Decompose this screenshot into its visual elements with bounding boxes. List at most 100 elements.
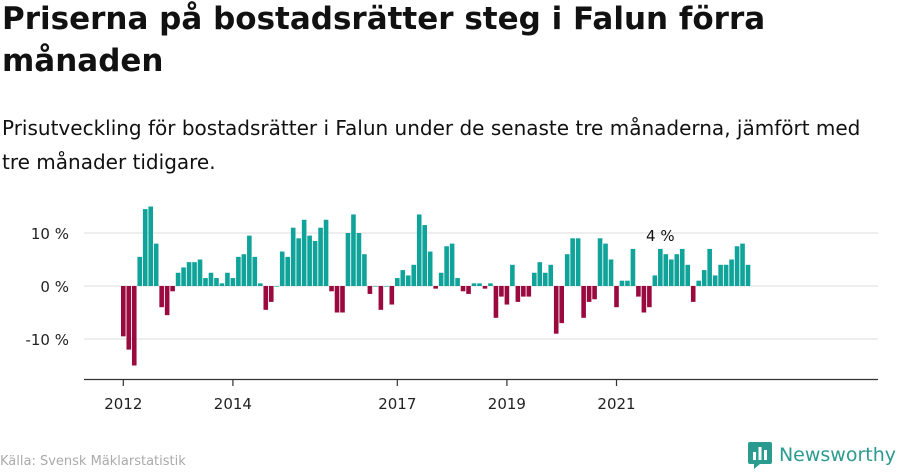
bar [159, 286, 164, 308]
bar [378, 286, 384, 310]
bar [542, 272, 548, 286]
bar [345, 233, 351, 286]
bar [373, 286, 378, 287]
bar [301, 219, 307, 286]
bar [707, 248, 712, 286]
bars [121, 206, 751, 366]
bar [625, 280, 630, 286]
chart-title: Priserna på bostadsrätter steg i Falun f… [2, 1, 766, 79]
bar [208, 272, 214, 286]
bar [466, 286, 471, 294]
bar [153, 243, 159, 286]
bar [438, 272, 444, 286]
bar [630, 248, 636, 286]
bar [559, 286, 564, 324]
bar [701, 270, 707, 286]
bar [581, 286, 586, 318]
bar [499, 286, 504, 297]
bar [367, 286, 373, 294]
bar [570, 238, 575, 286]
bar [181, 267, 186, 286]
bar [290, 227, 296, 286]
bar [532, 272, 537, 286]
bar [252, 256, 258, 286]
bar [548, 264, 554, 286]
bar [597, 238, 603, 286]
bar [186, 262, 192, 286]
bar [230, 278, 236, 286]
bar [329, 286, 334, 292]
x-tick-label: 2017 [378, 395, 416, 413]
bar [614, 286, 619, 308]
bar [619, 280, 625, 286]
bar [405, 275, 411, 286]
bar [411, 264, 417, 286]
bar [263, 286, 269, 310]
bar [521, 286, 526, 297]
bar [729, 259, 734, 286]
latest-value-label: 4 % [646, 227, 675, 245]
bar [515, 286, 521, 302]
source-note: Källa: Svensk Mäklarstatistik [0, 454, 186, 469]
bar [400, 270, 406, 286]
bar [126, 286, 132, 350]
bar [493, 286, 499, 318]
bar [641, 286, 647, 313]
y-tick-label: -10 % [25, 331, 69, 349]
bar [444, 246, 449, 286]
bar [274, 286, 280, 287]
bar [389, 286, 395, 305]
bar [564, 254, 570, 286]
bar [608, 259, 614, 286]
bar [362, 254, 367, 286]
newsworthy-logo-icon [747, 442, 772, 469]
brand-name: Newsworthy [778, 444, 896, 466]
bar [575, 238, 581, 286]
bar [203, 278, 208, 286]
bar [455, 278, 460, 286]
bar [164, 286, 170, 316]
bar [285, 256, 290, 286]
bar [504, 286, 510, 305]
bar [214, 278, 219, 286]
bar [192, 262, 197, 286]
bar [537, 262, 543, 286]
bar [669, 259, 674, 286]
bar [553, 286, 559, 334]
bar [148, 206, 153, 286]
bar [592, 286, 597, 300]
bar [356, 233, 362, 286]
bar [247, 235, 252, 286]
bar [636, 286, 641, 297]
bar [258, 283, 263, 286]
bar [647, 286, 652, 308]
bar [384, 286, 389, 287]
bar [334, 286, 340, 313]
bar [745, 264, 751, 286]
bar [734, 246, 740, 286]
bar [663, 254, 669, 286]
x-tick-label: 2014 [214, 395, 252, 413]
axis-labels: 10 % 0 % -10 % 2012 2014 2017 2019 2021 4 % [25, 225, 674, 413]
bar [433, 286, 438, 289]
y-tick-label: 10 % [31, 225, 69, 243]
bar [279, 251, 285, 286]
bar [296, 238, 301, 286]
bar [137, 256, 143, 286]
bar [142, 209, 148, 286]
bar [471, 283, 477, 286]
x-tick-label: 2019 [488, 395, 526, 413]
bar [197, 259, 203, 286]
y-tick-label: 0 % [40, 278, 69, 296]
bar [740, 243, 745, 286]
bar [679, 248, 685, 286]
bar [696, 280, 701, 286]
bar [477, 283, 482, 286]
x-tick-label: 2021 [597, 395, 635, 413]
bar [307, 235, 312, 286]
bar [460, 286, 466, 292]
bar [510, 264, 515, 286]
bar [488, 283, 493, 286]
bar [658, 248, 663, 286]
bar [225, 272, 230, 286]
